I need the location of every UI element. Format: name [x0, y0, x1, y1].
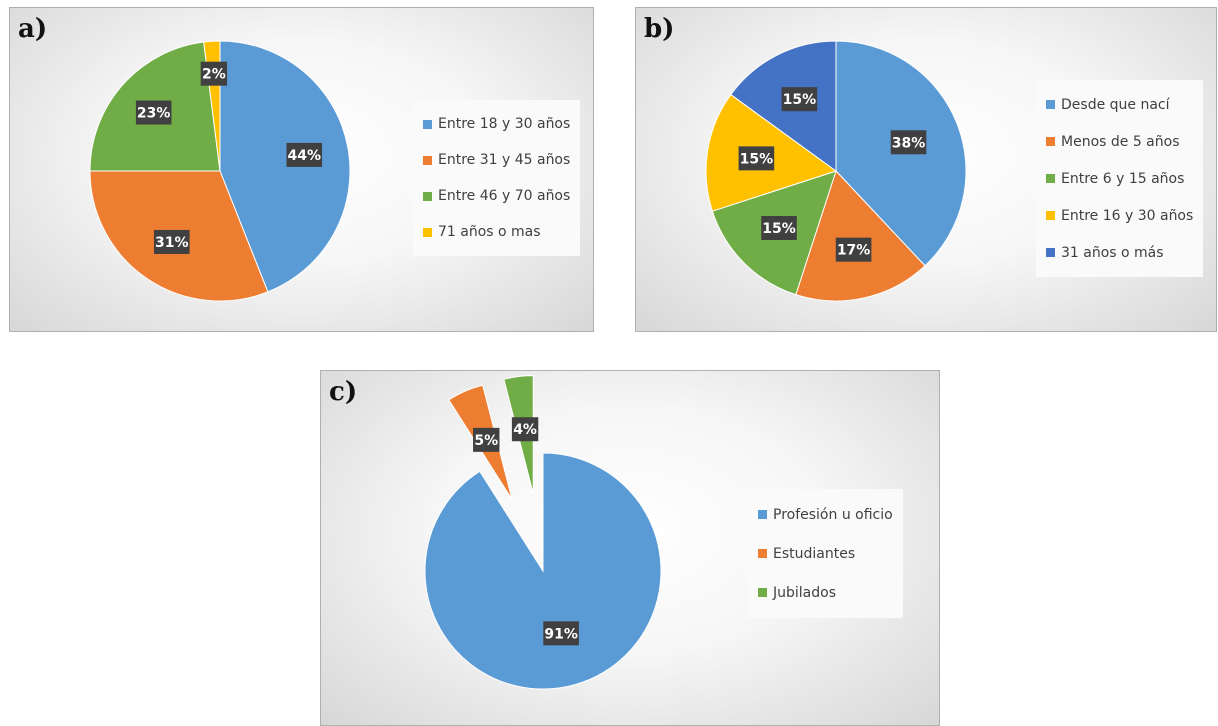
data-label-1: 38%: [890, 130, 927, 155]
chart-panel-a: a) 44% 31% 23% 2% Entre 18 y 30 años Entre 3…: [9, 7, 594, 332]
data-label-3: 15%: [761, 215, 797, 240]
legend-swatch: [423, 191, 432, 201]
pie-slices: [424, 375, 662, 690]
legend-item: 31 años o más: [1046, 234, 1193, 271]
data-label-text: 17%: [837, 243, 871, 259]
pie-slice-1: [219, 40, 351, 293]
data-labels: 91% 5% 4%: [473, 417, 579, 646]
legend-label: Profesión u oficio: [773, 506, 893, 523]
data-labels: 44% 31% 23% 2%: [135, 61, 323, 254]
legend-label: 71 años o mas: [438, 224, 541, 240]
legend-item: Entre 18 y 30 años: [423, 106, 570, 142]
pie-slices: [705, 40, 967, 302]
legend-item: Entre 16 y 30 años: [1046, 197, 1193, 234]
legend-label: Estudiantes: [773, 545, 856, 562]
legend-label: Entre 18 y 30 años: [438, 116, 571, 132]
pie-slice-2: [795, 170, 926, 302]
legend-swatch: [423, 119, 432, 129]
legend-label: Entre 6 y 15 años: [1061, 170, 1185, 187]
data-label-2: 31%: [153, 229, 190, 254]
legend-label: Entre 46 y 70 años: [438, 188, 571, 204]
legend-b: Desde que nací Menos de 5 años Entre 6 y 1…: [1036, 80, 1204, 277]
legend-item: Desde que nací: [1046, 86, 1193, 123]
data-label-text: 23%: [137, 106, 171, 122]
pie-chart-a: 44% 31% 23% 2%: [89, 40, 351, 302]
legend-item: Entre 46 y 70 años: [423, 178, 570, 214]
data-label-2: 5%: [473, 427, 500, 452]
data-label-4: 15%: [738, 146, 775, 171]
legend-swatch: [1046, 174, 1055, 183]
data-label-text: 91%: [544, 626, 578, 642]
legend-label: Desde que nací: [1061, 96, 1170, 113]
data-label-text: 4%: [513, 422, 537, 438]
data-label-1: 91%: [543, 621, 579, 646]
legend-item: 71 años o mas: [423, 214, 570, 250]
legend-label: Menos de 5 años: [1061, 133, 1180, 150]
legend-item: Profesión u oficio: [758, 495, 893, 534]
legend-label: Jubilados: [773, 584, 836, 601]
data-label-text: 31%: [155, 235, 189, 251]
pie-chart-c: 91% 5% 4%: [424, 375, 662, 690]
data-label-text: 44%: [288, 148, 322, 164]
data-label-3: 23%: [135, 100, 172, 125]
legend-swatch: [1046, 211, 1055, 220]
legend-a: Entre 18 y 30 años Entre 31 y 45 años Entr…: [413, 100, 581, 256]
pie-slice-1: [424, 452, 662, 690]
panel-letter: a): [18, 14, 48, 44]
legend-item: Estudiantes: [758, 534, 893, 573]
data-label-text: 15%: [762, 221, 796, 237]
legend-swatch: [1046, 248, 1055, 257]
data-label-text: 38%: [892, 135, 926, 151]
data-label-text: 2%: [202, 67, 226, 83]
legend-swatch: [758, 549, 767, 558]
legend-swatch: [758, 510, 767, 519]
legend-swatch: [1046, 137, 1055, 146]
data-labels: 38% 17% 15% 15% 15%: [738, 87, 927, 262]
chart-panel-c: c) 91% 5% 4% Profesión u oficio Estudiantes…: [320, 370, 940, 726]
legend-c: Profesión u oficio Estudiantes Jubilados: [748, 489, 903, 618]
legend-label: Entre 31 y 45 años: [438, 152, 571, 168]
chart-panel-b: b) 38% 17% 15% 15% 15% Desde que nací Menos d…: [635, 7, 1217, 332]
legend-swatch: [758, 588, 767, 597]
data-label-2: 17%: [835, 237, 872, 262]
legend-item: Entre 6 y 15 años: [1046, 160, 1193, 197]
panel-letter: b): [644, 14, 675, 44]
legend-item: Entre 31 y 45 años: [423, 142, 570, 178]
legend-swatch: [1046, 100, 1055, 109]
panel-letter: c): [329, 377, 358, 407]
data-label-text: 15%: [783, 92, 817, 108]
data-label-text: 5%: [474, 433, 498, 449]
legend-label: 31 años o más: [1061, 244, 1164, 261]
data-label-4: 2%: [200, 61, 228, 86]
legend-item: Jubilados: [758, 573, 893, 612]
data-label-text: 15%: [740, 151, 774, 167]
pie-chart-b: 38% 17% 15% 15% 15%: [705, 40, 967, 302]
data-label-1: 44%: [286, 142, 323, 167]
data-label-5: 15%: [781, 87, 818, 112]
legend-item: Menos de 5 años: [1046, 123, 1193, 160]
data-label-3: 4%: [511, 417, 539, 442]
legend-swatch: [423, 155, 432, 165]
legend-swatch: [423, 227, 432, 237]
legend-label: Entre 16 y 30 años: [1061, 207, 1194, 224]
